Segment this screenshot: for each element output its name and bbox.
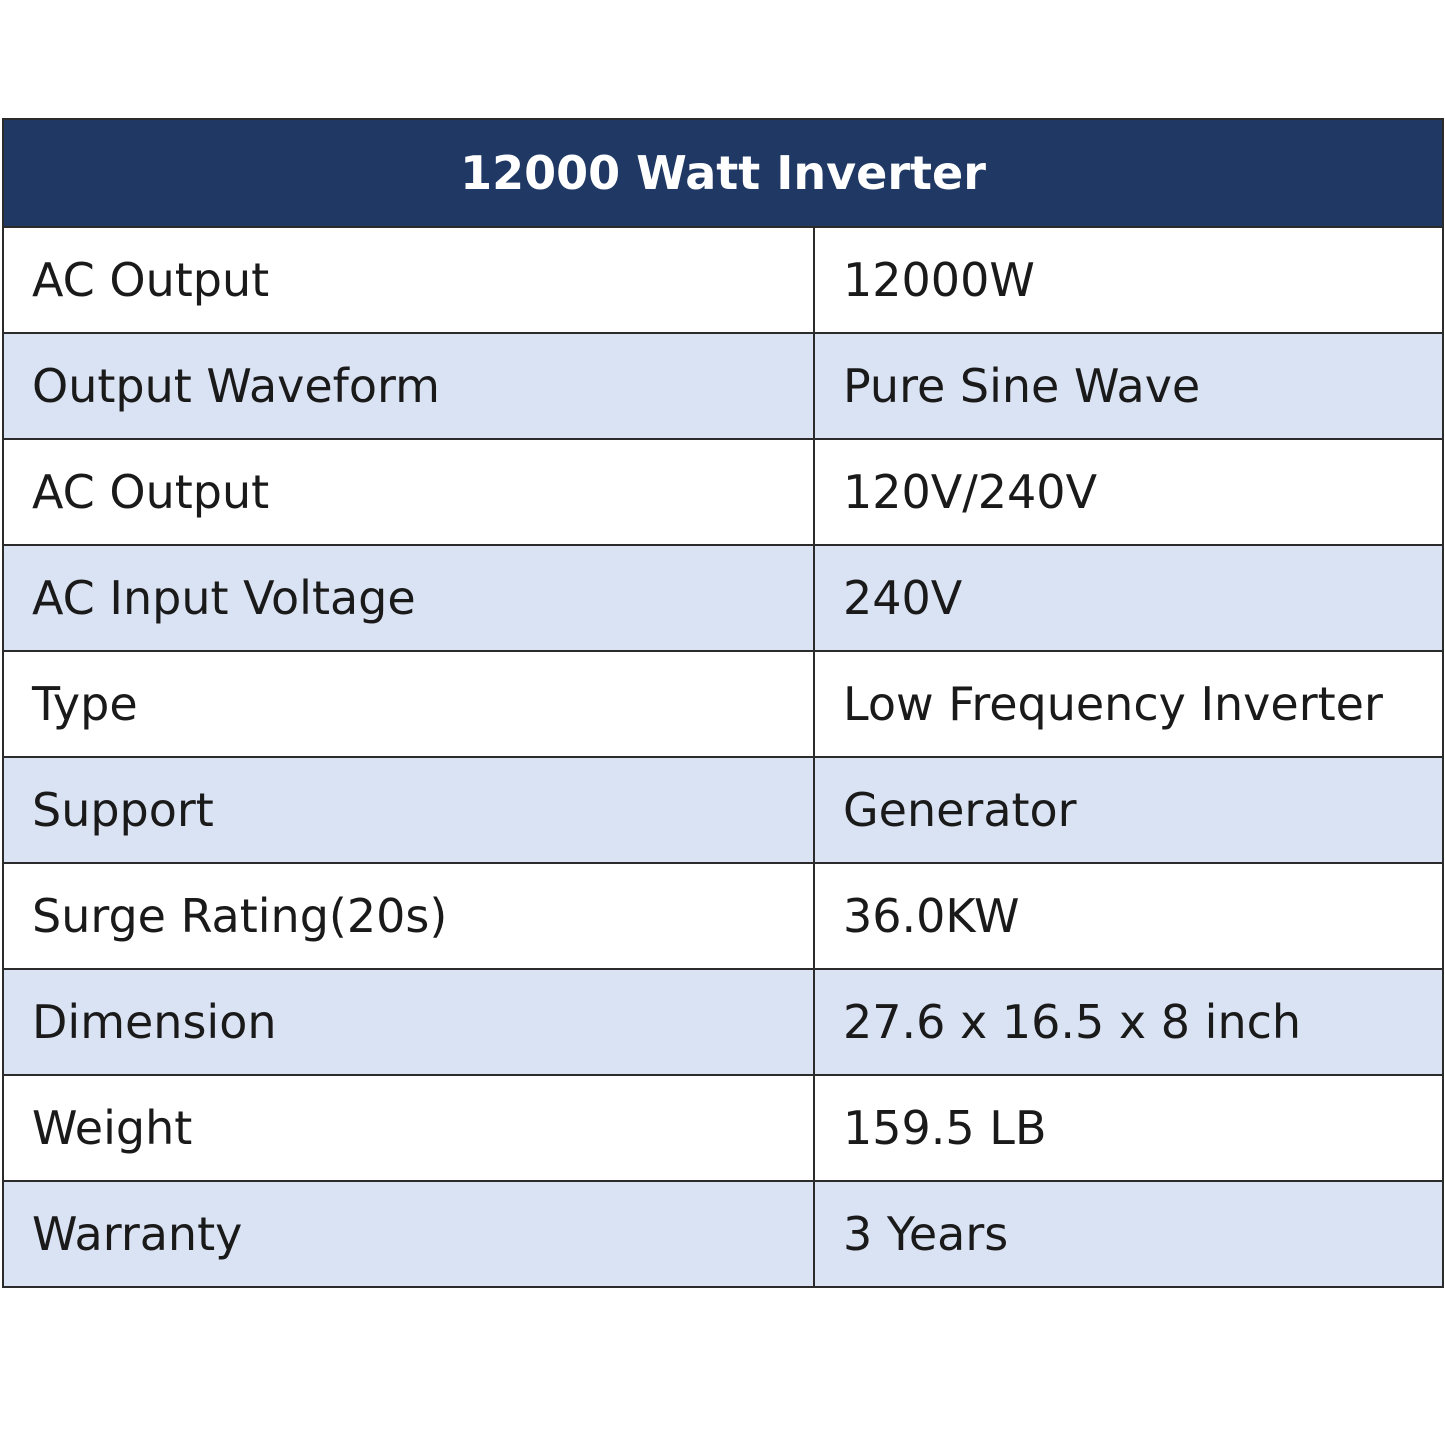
table-row: AC Input Voltage 240V — [2, 544, 1445, 652]
table-row: Surge Rating(20s) 36.0KW — [2, 862, 1445, 970]
spec-value: Low Frequency Inverter — [812, 650, 1445, 758]
spec-value: 120V/240V — [812, 438, 1445, 546]
table-row: Dimension 27.6 x 16.5 x 8 inch — [2, 968, 1445, 1076]
table-row: AC Output 12000W — [2, 226, 1445, 334]
spec-value: 27.6 x 16.5 x 8 inch — [812, 968, 1445, 1076]
spec-value: Generator — [812, 756, 1445, 864]
spec-label: Surge Rating(20s) — [2, 862, 815, 970]
spec-label: AC Output — [2, 438, 815, 546]
table-row: Weight 159.5 LB — [2, 1074, 1445, 1182]
table-row: Support Generator — [2, 756, 1445, 864]
table-row: AC Output 120V/240V — [2, 438, 1445, 546]
spec-label: AC Input Voltage — [2, 544, 815, 652]
spec-value: 36.0KW — [812, 862, 1445, 970]
spec-value: 240V — [812, 544, 1445, 652]
table-header-row: 12000 Watt Inverter — [1, 118, 1445, 228]
spec-label: Weight — [2, 1074, 815, 1182]
spec-table: 12000 Watt Inverter AC Output 12000W Out… — [1, 118, 1445, 1288]
spec-value: 159.5 LB — [812, 1074, 1445, 1182]
spec-label: Warranty — [2, 1180, 815, 1288]
spec-label: Support — [2, 756, 815, 864]
table-title: 12000 Watt Inverter — [1, 118, 1445, 228]
spec-label: Type — [2, 650, 815, 758]
spec-label: Output Waveform — [2, 332, 815, 440]
table-row: Output Waveform Pure Sine Wave — [2, 332, 1445, 440]
spec-label: Dimension — [2, 968, 815, 1076]
table-row: Warranty 3 Years — [2, 1180, 1445, 1288]
spec-value: 12000W — [812, 226, 1445, 334]
spec-label: AC Output — [2, 226, 815, 334]
table-row: Type Low Frequency Inverter — [2, 650, 1445, 758]
spec-value: 3 Years — [812, 1180, 1445, 1288]
spec-value: Pure Sine Wave — [812, 332, 1445, 440]
